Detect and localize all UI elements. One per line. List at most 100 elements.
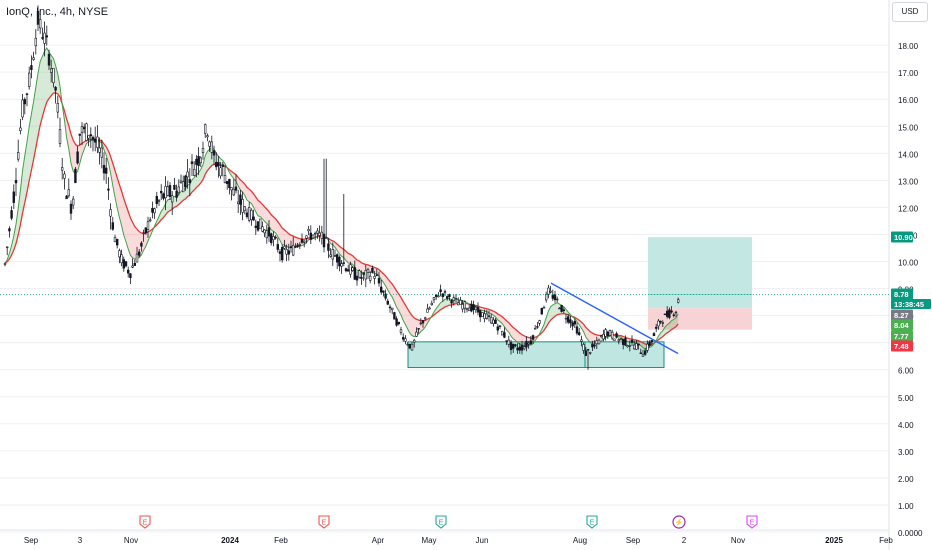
- candle-body: [518, 346, 522, 351]
- ema-ribbon-segment: [112, 163, 115, 198]
- candle-body: [179, 180, 183, 183]
- ema-ribbon-segment: [262, 204, 265, 222]
- price-tick-label: 17.00: [898, 69, 919, 78]
- ema-ribbon-segment: [517, 331, 520, 345]
- candle-body: [406, 343, 409, 346]
- candle-body: [674, 311, 678, 314]
- candle-body: [393, 312, 396, 320]
- ema-ribbon-segment: [669, 320, 672, 332]
- candle-body: [237, 201, 240, 204]
- candle-body: [454, 297, 458, 300]
- candle-body: [58, 129, 62, 144]
- candle-body: [226, 180, 229, 184]
- price-tick-label: 1.00: [898, 502, 914, 511]
- candle-body: [364, 270, 367, 280]
- ema-ribbon-segment: [38, 61, 41, 137]
- candle-body: [630, 339, 634, 343]
- candle-body: [54, 86, 57, 91]
- candle-body: [536, 326, 539, 328]
- ema-ribbon-segment: [187, 184, 190, 197]
- candle-body: [571, 322, 574, 327]
- candle-body: [643, 350, 647, 355]
- ema-ribbon-segment: [27, 126, 30, 193]
- ema-ribbon-segment: [29, 113, 32, 181]
- candle-body: [267, 227, 271, 237]
- candle-body: [186, 171, 189, 178]
- candle-body: [661, 322, 665, 324]
- candle-body: [265, 230, 268, 239]
- candle-body: [386, 300, 389, 305]
- ema-ribbon-segment: [242, 181, 245, 196]
- candle-body: [243, 206, 246, 211]
- ema-ribbon-segment: [266, 209, 269, 227]
- ema-ribbon-segment: [291, 235, 294, 248]
- candle-body: [23, 99, 26, 105]
- candle-body: [96, 136, 99, 148]
- ema-ribbon-segment: [282, 228, 285, 246]
- candle-body: [415, 331, 418, 337]
- descending-trendline: [550, 282, 679, 355]
- candle-body: [628, 345, 632, 347]
- ema-ribbon-segment: [40, 56, 43, 126]
- ema-ribbon-segment: [390, 281, 393, 298]
- target-zone: [648, 237, 752, 309]
- candle-body: [38, 19, 42, 29]
- candle-body: [94, 138, 97, 143]
- event-marker-label: E: [439, 520, 444, 527]
- candle-body: [219, 167, 222, 177]
- candle-body: [47, 53, 51, 66]
- candle-body: [175, 190, 178, 198]
- candle-body: [615, 333, 618, 338]
- candle-body: [476, 307, 480, 313]
- candle-body: [430, 302, 433, 306]
- ema-ribbon-segment: [284, 229, 287, 247]
- ema-ribbon-segment: [273, 216, 276, 233]
- candle-body: [298, 244, 301, 246]
- candle-body: [313, 232, 317, 235]
- event-marker-label: E: [143, 520, 148, 527]
- currency-selector[interactable]: USD: [892, 2, 928, 22]
- ema-ribbon-segment: [497, 314, 500, 322]
- candle-body: [419, 322, 422, 325]
- ema-ribbon-segment: [592, 333, 595, 345]
- candle-body: [529, 340, 533, 345]
- ema-ribbon-segment: [163, 203, 166, 218]
- event-marker-label: E: [590, 520, 595, 527]
- candle-body: [646, 343, 649, 351]
- ema-ribbon-segment: [207, 149, 210, 171]
- candle-body: [206, 135, 209, 138]
- candle-body: [65, 195, 68, 200]
- candle-body: [135, 253, 139, 263]
- candle-body: [285, 249, 288, 255]
- candle-body: [657, 320, 660, 327]
- candle-body: [118, 250, 121, 258]
- candle-body: [474, 306, 477, 311]
- ema-ribbon-segment: [44, 47, 47, 109]
- candle-body: [311, 234, 315, 239]
- candle-body: [672, 314, 676, 316]
- candle-body: [195, 158, 198, 165]
- ema-ribbon-segment: [445, 299, 448, 307]
- candle-body: [426, 308, 429, 313]
- candle-body: [470, 303, 473, 312]
- candle-body: [641, 354, 645, 357]
- candle-body: [487, 315, 491, 317]
- candle-body: [525, 340, 528, 348]
- candle-body: [459, 300, 462, 305]
- ema-ribbon-segment: [126, 204, 129, 249]
- candle-body: [322, 233, 326, 248]
- candle-body: [327, 243, 330, 251]
- candle-body: [34, 37, 38, 47]
- candle-body: [116, 238, 119, 246]
- ema-ribbon-segment: [121, 191, 124, 236]
- candle-body: [140, 242, 143, 247]
- candle-body: [371, 267, 374, 273]
- candle-body: [309, 232, 312, 240]
- ema-ribbon-segment: [255, 197, 258, 216]
- candle-body: [514, 344, 517, 347]
- candle-body: [395, 318, 398, 326]
- candle-body: [586, 349, 590, 351]
- candle-body: [305, 235, 308, 239]
- candle-body: [230, 187, 233, 191]
